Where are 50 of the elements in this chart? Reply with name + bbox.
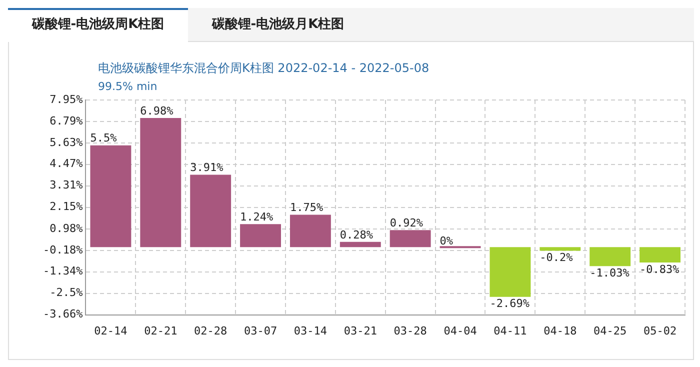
text: 碳酸锂-电池级周K柱图 (8, 8, 188, 42)
bar (190, 174, 232, 248)
x-tick-label: 05-02 (643, 324, 677, 338)
y-tick-label: 0.98% (50, 222, 84, 235)
data-label: -1.03% (590, 266, 630, 280)
bar (340, 242, 381, 248)
y-tick-label: 3.31% (50, 178, 84, 192)
y-tick-label: -3.66% (42, 308, 84, 321)
y-tick-label: -1.34% (42, 264, 84, 278)
chart-title: 电池级碳酸锂华东混合价周K柱图 2022-02-14 - 2022-05-08 (98, 60, 430, 77)
chart-subtitle: 99.5% min (98, 80, 158, 93)
x-tick-label: 03-07 (244, 324, 278, 338)
x-tick-label: 04-18 (544, 324, 577, 338)
x-tick-label: 04-25 (594, 324, 627, 338)
bar (290, 214, 331, 248)
data-label: 6.98% (140, 104, 174, 118)
y-tick-label: 6.79% (50, 114, 84, 128)
y-tick-label: 4.47% (50, 157, 84, 170)
y-tick-label: 2.15% (50, 200, 84, 214)
bar (540, 247, 581, 251)
text: 碳酸锂-电池级月K柱图 (210, 16, 346, 34)
y-tick-label: 7.95% (50, 92, 84, 106)
data-label: -2.69% (490, 297, 530, 310)
data-label: 5.5% (90, 132, 118, 145)
x-tick-label: 03-28 (394, 324, 427, 338)
data-label: 0.92% (390, 216, 424, 230)
bar (490, 247, 531, 297)
x-tick-label: 02-21 (144, 324, 178, 338)
data-label: -0.2% (540, 251, 574, 264)
bar (640, 247, 681, 262)
x-tick-label: 02-14 (94, 324, 128, 338)
bar (240, 224, 281, 248)
bar (90, 145, 132, 248)
x-tick-label: 02-28 (194, 324, 228, 338)
data-label: 0.28% (340, 228, 374, 242)
y-tick-label: 5.63% (50, 136, 84, 149)
data-label: 1.75% (290, 201, 324, 214)
x-tick-label: 03-21 (344, 324, 377, 338)
data-label: 1.24% (240, 210, 274, 224)
bar (590, 247, 631, 266)
x-tick-label: 04-04 (444, 324, 478, 338)
data-label: -0.83% (640, 262, 680, 276)
bar (390, 230, 431, 248)
bar (140, 118, 182, 248)
data-label: 0% (440, 234, 454, 248)
y-tick-label: -2.5% (50, 286, 84, 300)
data-label: 3.91% (190, 161, 224, 174)
x-tick-label: 04-11 (494, 324, 527, 338)
y-tick-label: -0.18% (42, 243, 84, 256)
x-tick-label: 03-14 (294, 324, 328, 338)
